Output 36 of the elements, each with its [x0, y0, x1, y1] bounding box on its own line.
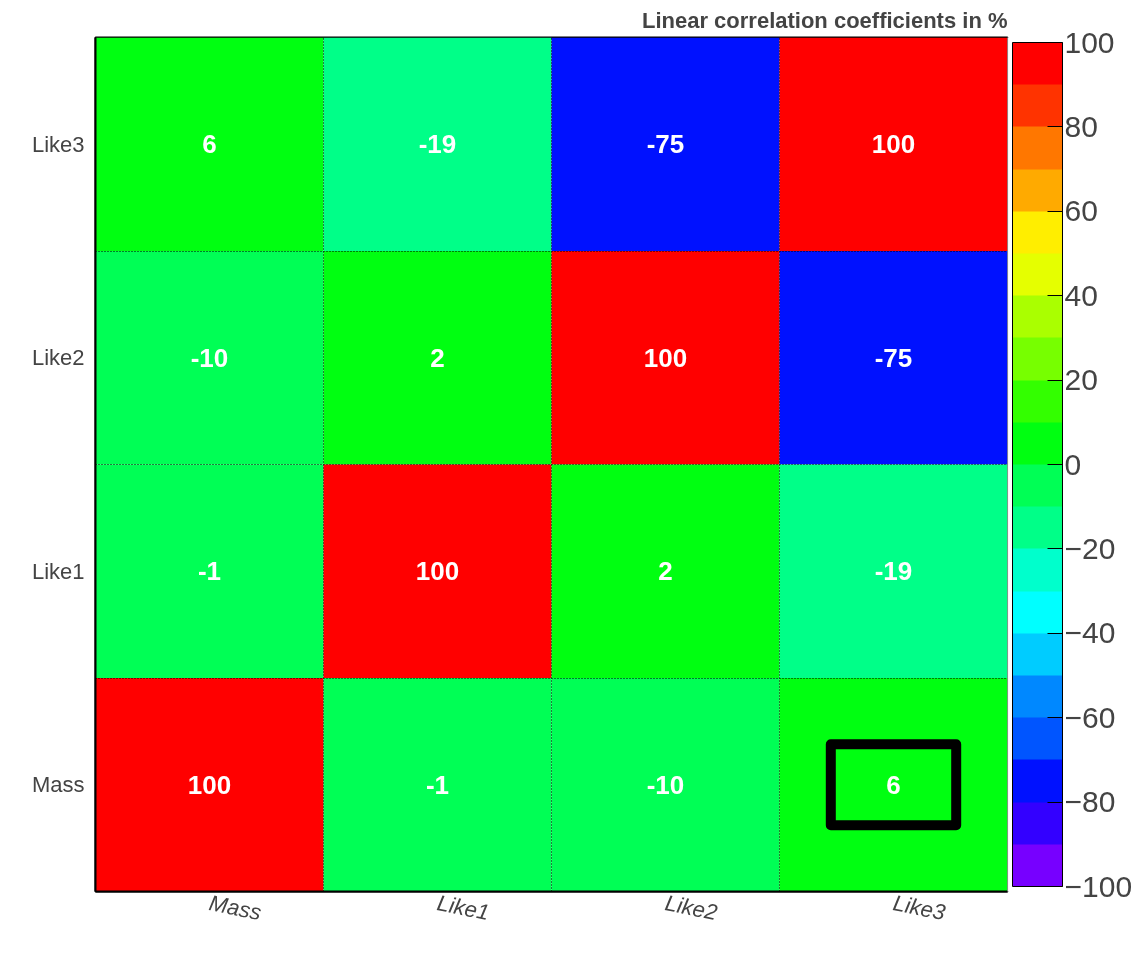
color-bar-label: −100 [1064, 869, 1133, 903]
y-tick-label: Mass [31, 772, 85, 798]
x-tick-label: Like1 [435, 890, 492, 926]
color-bar-label: 0 [1064, 447, 1082, 481]
y-tick-label: Like3 [31, 131, 85, 157]
data-label: 2 [430, 342, 445, 373]
x-tick-label: Like3 [891, 890, 949, 926]
data-label: -19 [874, 556, 913, 587]
data-label: -75 [646, 129, 685, 160]
color-bar-label: 40 [1064, 278, 1098, 312]
color-bar-label: 100 [1064, 25, 1115, 59]
data-label: -10 [190, 342, 229, 373]
color-bar-label: 60 [1064, 194, 1098, 228]
data-label: 100 [187, 769, 232, 800]
data-label: -1 [197, 556, 222, 587]
data-label: -10 [646, 769, 685, 800]
color-bar-label: 80 [1064, 109, 1098, 143]
color-bar-label: −40 [1064, 616, 1116, 650]
data-label: -19 [418, 129, 457, 160]
data-label: 2 [658, 556, 673, 587]
data-label: 6 [202, 129, 217, 160]
data-label: -1 [425, 769, 450, 800]
y-tick-label: Like1 [31, 558, 85, 584]
color-bar-label: −60 [1064, 700, 1116, 734]
data-label: -75 [874, 342, 913, 373]
color-bar-label: −20 [1064, 531, 1116, 565]
x-tick-label: Like2 [663, 890, 720, 926]
data-label: 100 [871, 129, 916, 160]
y-tick-label: Like2 [31, 345, 85, 371]
data-label: 6 [886, 769, 901, 800]
chart-title: Linear correlation coefficients in % [641, 7, 1008, 33]
x-tick-label: Mass [207, 890, 264, 926]
data-label: 100 [643, 342, 688, 373]
color-bar-label: 20 [1064, 363, 1098, 397]
color-bar-label: −80 [1064, 785, 1116, 819]
data-label: 100 [415, 556, 460, 587]
